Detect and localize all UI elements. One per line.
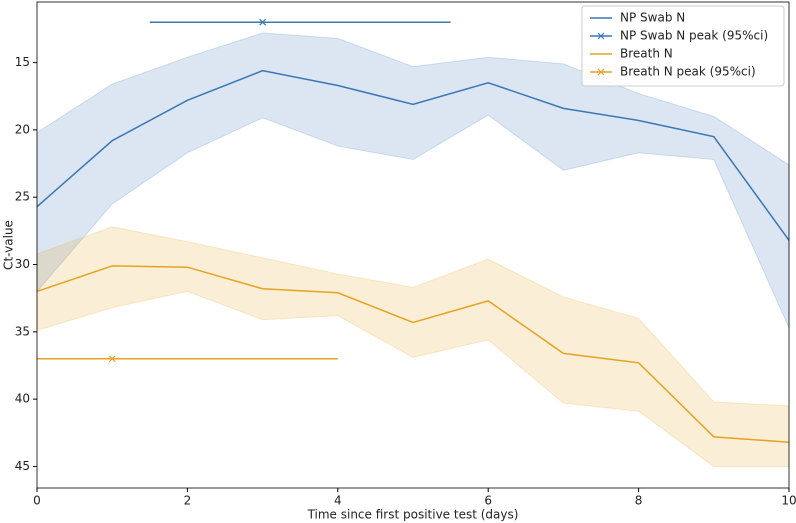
legend-label: NP Swab N peak (95%ci) xyxy=(620,29,768,43)
confidence-band xyxy=(36,226,790,467)
plot-frame xyxy=(36,1,790,489)
legend: NP Swab N NP Swab N peak (95%ci) Breath N B… xyxy=(581,5,785,87)
y-tick-label: 15 xyxy=(15,55,30,69)
x-tick-label: 2 xyxy=(184,494,192,508)
legend-label: NP Swab N xyxy=(620,11,685,25)
y-tick-label: 35 xyxy=(15,324,30,338)
y-tick-label: 30 xyxy=(15,257,30,271)
x-tick-label: 0 xyxy=(33,494,41,508)
x-axis-label: Time since first positive test (days) xyxy=(307,508,519,522)
x-tick-label: 8 xyxy=(635,494,643,508)
x-tick-label: 4 xyxy=(334,494,342,508)
y-tick-label: 25 xyxy=(15,190,30,204)
line xyxy=(36,265,790,443)
peak-marker xyxy=(108,355,116,363)
legend-marker xyxy=(597,32,605,40)
x-tick-label: 10 xyxy=(781,494,796,508)
legend-box xyxy=(581,5,785,87)
y-tick-label: 45 xyxy=(15,459,30,473)
x-tick-label: 6 xyxy=(484,494,492,508)
legend-label: Breath N peak (95%ci) xyxy=(620,65,756,79)
line xyxy=(36,69,790,241)
y-axis-label: Ct-value xyxy=(2,220,16,270)
y-tick-label: 20 xyxy=(15,122,30,136)
legend-marker xyxy=(597,68,605,76)
y-tick-label: 40 xyxy=(15,392,30,406)
legend-label: Breath N xyxy=(620,47,673,61)
peak-marker xyxy=(259,18,267,26)
